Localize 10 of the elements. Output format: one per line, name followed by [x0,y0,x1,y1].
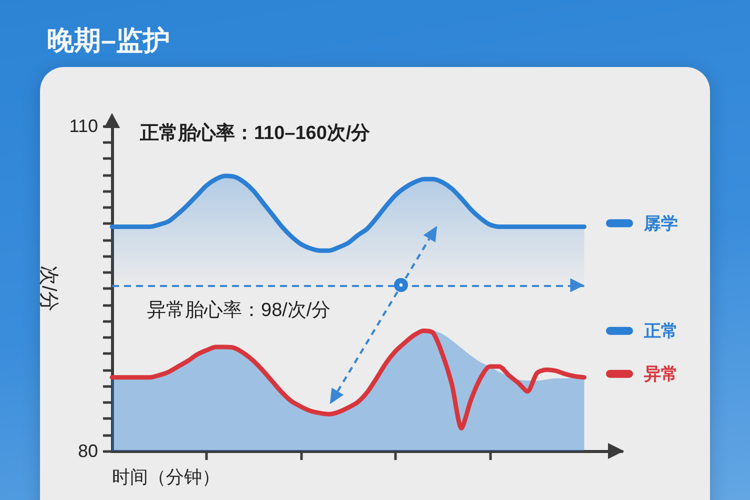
y-axis-title: 次/分 [37,266,60,312]
legend-label: 孱学 [643,214,678,233]
chart-title: 晚期–监护 [47,26,170,56]
annotation: 异常胎心率：98/次/分 [147,299,331,321]
annotation: 正常胎心率：110–160次/分 [139,122,372,144]
legend-label: 异常 [643,364,678,384]
y-tick-label: 110 [69,116,98,136]
y-tick-label: 80 [78,441,98,461]
x-axis-title: 时间（分钟） [112,467,220,487]
legend-label: 正常 [643,321,678,340]
